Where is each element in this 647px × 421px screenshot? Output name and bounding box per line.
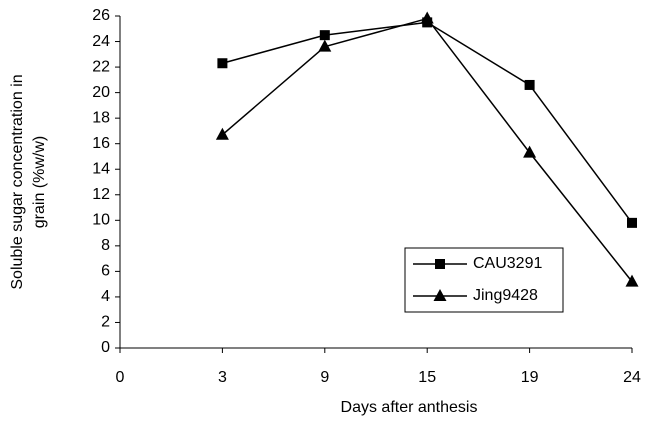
- x-tick-label: 3: [218, 369, 227, 386]
- x-tick-label: 9: [320, 369, 329, 386]
- y-tick-label: 24: [92, 33, 110, 50]
- y-tick-label: 20: [92, 84, 110, 101]
- data-point: [524, 79, 535, 90]
- data-point: [420, 11, 434, 24]
- y-tick-label: 8: [101, 237, 110, 254]
- series-line: [222, 21, 633, 224]
- legend-marker: [435, 259, 445, 269]
- data-point: [625, 274, 639, 287]
- y-axis-label: grain (%w/w): [31, 136, 48, 228]
- y-tick-label: 16: [92, 135, 110, 152]
- y-tick-label: 12: [92, 186, 110, 203]
- legend-label: Jing9428: [473, 287, 538, 304]
- legend-label: CAU3291: [473, 255, 542, 272]
- y-tick-label: 6: [101, 263, 110, 280]
- data-point: [523, 145, 537, 158]
- data-point: [215, 127, 229, 140]
- x-tick-label: 24: [623, 369, 641, 386]
- data-point: [217, 58, 228, 69]
- series-line: [221, 17, 633, 283]
- data-point: [318, 39, 332, 52]
- x-axis-label: Days after anthesis: [341, 399, 478, 416]
- legend-marker: [433, 289, 447, 301]
- y-tick-label: 2: [101, 314, 110, 331]
- y-tick-label: 18: [92, 109, 110, 126]
- data-point: [319, 30, 330, 41]
- legend-box: [404, 247, 564, 313]
- y-tick-label: 14: [92, 160, 110, 177]
- x-tick-label: 19: [521, 369, 539, 386]
- x-tick-label: 15: [418, 369, 436, 386]
- y-axis-label: Soluble sugar concentration in: [9, 74, 26, 289]
- y-tick-label: 0: [101, 339, 110, 356]
- y-tick-label: 10: [92, 212, 110, 229]
- x-tick-label: 0: [116, 369, 125, 386]
- y-tick-label: 4: [101, 288, 110, 305]
- data-point: [627, 217, 637, 228]
- y-tick-label: 26: [92, 7, 110, 24]
- y-tick-label: 22: [92, 58, 110, 75]
